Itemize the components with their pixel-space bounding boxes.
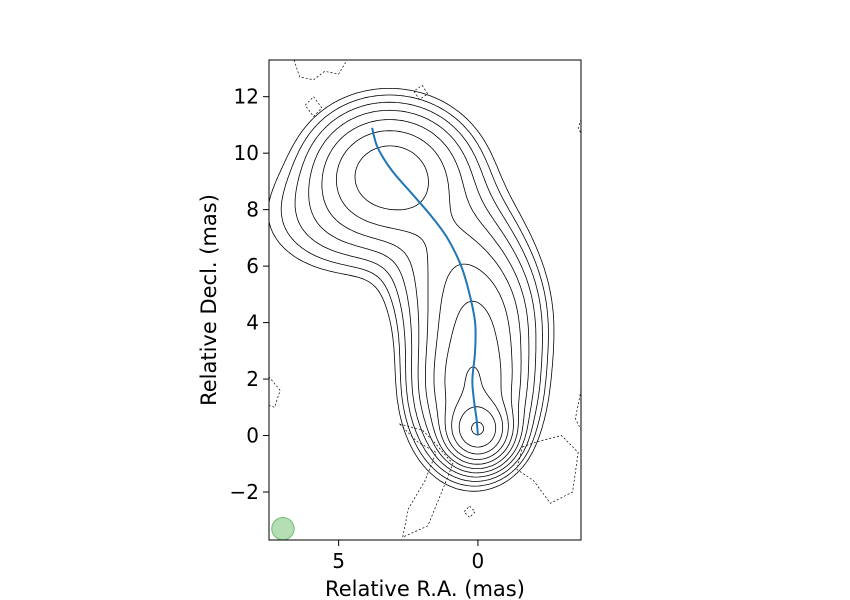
y-tick-label: 12 (234, 85, 259, 109)
negative-contour (575, 390, 581, 431)
contour-level (294, 101, 543, 482)
negative-contours (269, 60, 581, 538)
y-tick-label: 6 (246, 254, 259, 278)
beam-ellipse (271, 516, 295, 540)
x-axis-label: Relative R.A. (mas) (325, 577, 525, 600)
contour-level (269, 88, 555, 492)
x-tick-label: 5 (332, 549, 345, 573)
negative-contour (398, 423, 454, 538)
contour-level (321, 119, 530, 474)
y-tick-label: 4 (246, 311, 259, 335)
y-axis-label: Relative Decl. (mas) (197, 194, 221, 406)
negative-contour (269, 376, 281, 408)
contour-level (336, 130, 522, 469)
plot-area (269, 60, 581, 540)
x-tick-label: 0 (472, 549, 485, 573)
y-tick-label: 10 (234, 141, 259, 165)
contour-level (458, 406, 497, 448)
axis-ticks: 5 0 −2 0 2 4 6 8 10 12 (230, 85, 485, 573)
y-tick-label: −2 (230, 480, 259, 504)
contour-lines (269, 88, 555, 492)
y-tick-label: 2 (246, 367, 259, 391)
negative-contour (293, 60, 348, 81)
negative-contour (413, 84, 429, 100)
contour-level (444, 300, 509, 460)
negative-contour (577, 119, 581, 134)
contour-level (280, 94, 549, 487)
negative-contour (304, 96, 323, 118)
negative-contour (463, 505, 476, 518)
contour-level (308, 109, 537, 478)
y-tick-label: 0 (246, 424, 259, 448)
jet-ridge-line (371, 127, 479, 436)
plot-frame (268, 59, 582, 541)
y-tick-label: 8 (246, 198, 259, 222)
contour-level (354, 145, 514, 465)
negative-contour (516, 435, 579, 504)
contour-level (451, 366, 504, 455)
